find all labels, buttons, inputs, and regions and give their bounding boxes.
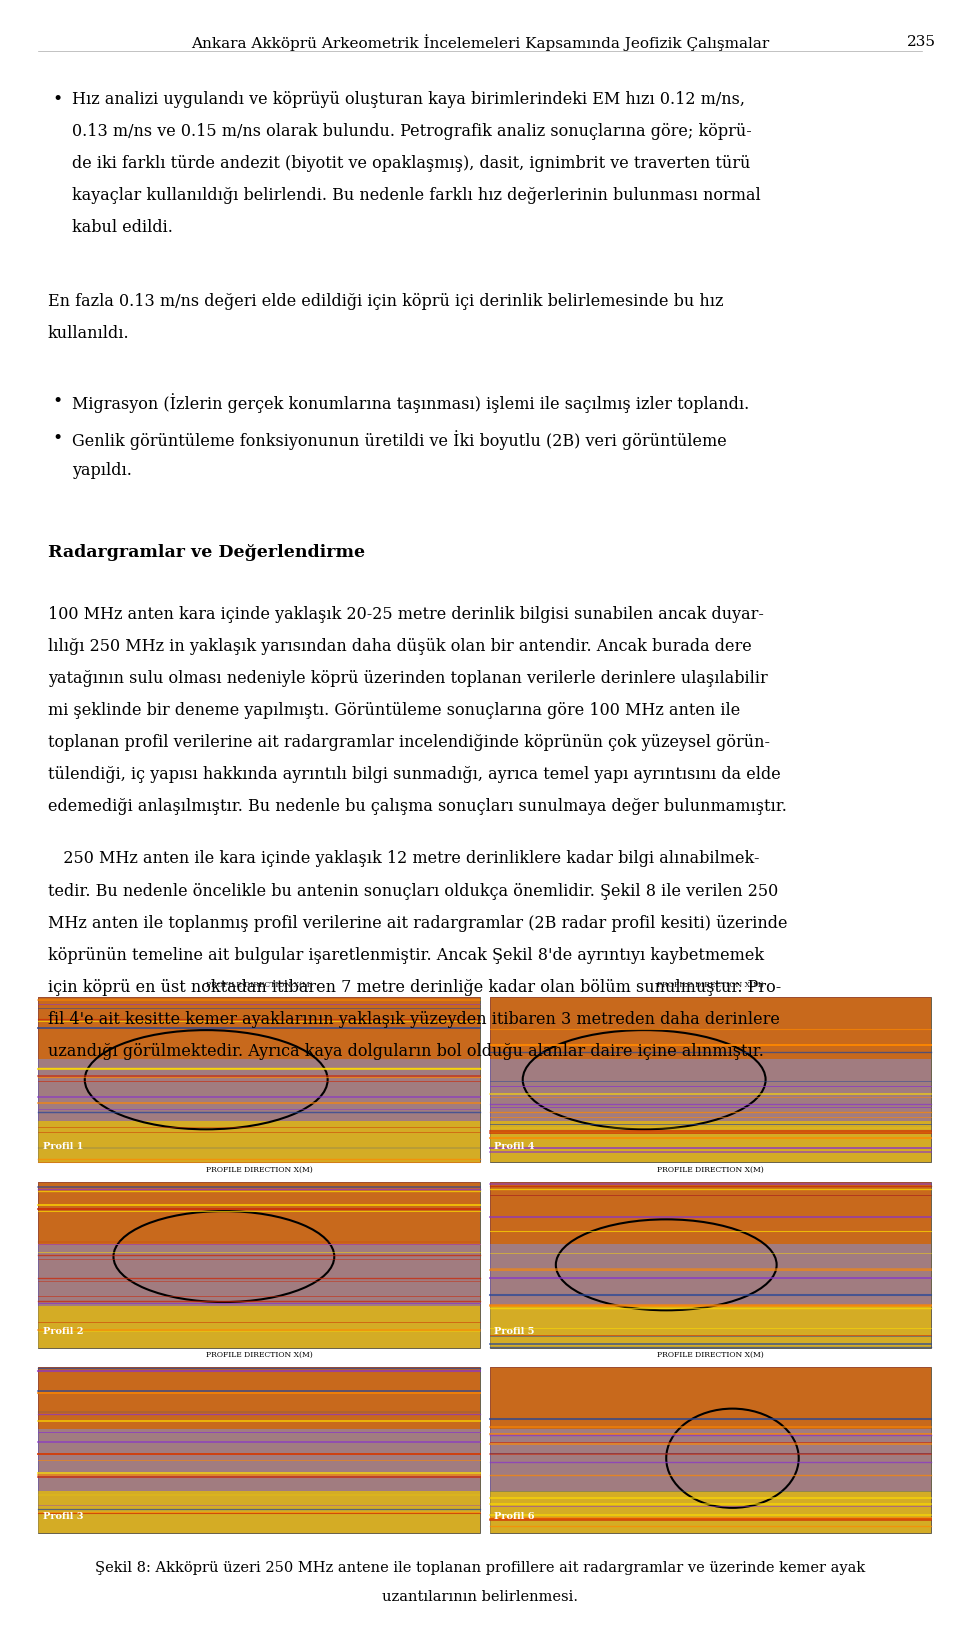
- Text: •: •: [53, 394, 63, 410]
- Bar: [38, 1450, 480, 1470]
- Text: de iki farklı türde andezit (biyotit ve opaklaşmış), dasit, ignimbrit ve travert: de iki farklı türde andezit (biyotit ve …: [72, 155, 751, 171]
- Bar: [490, 1470, 931, 1491]
- Bar: [490, 1368, 931, 1388]
- Bar: [38, 1388, 480, 1409]
- Bar: [490, 1307, 931, 1327]
- Bar: [490, 1429, 931, 1450]
- Bar: [490, 1203, 931, 1223]
- Bar: [38, 997, 480, 1018]
- Bar: [490, 1285, 931, 1307]
- Text: Şekil 8: Akköprü üzeri 250 MHz antene ile toplanan profillere ait radargramlar v: Şekil 8: Akköprü üzeri 250 MHz antene il…: [95, 1561, 865, 1574]
- Text: En fazla 0.13 m/ns değeri elde edildiği için köprü içi derinlik belirlemesinde b: En fazla 0.13 m/ns değeri elde edildiği …: [48, 293, 724, 310]
- Bar: [38, 1223, 480, 1244]
- Text: köprünün temeline ait bulgular işaretlenmiştir. Ancak Şekil 8'de ayrıntıyı kaybe: köprünün temeline ait bulgular işaretlen…: [48, 948, 764, 964]
- Text: Profil 5: Profil 5: [494, 1327, 535, 1337]
- Text: için köprü en üst noktadan itibaren 7 metre derinliğe kadar olan bölüm sunulmuşt: için köprü en üst noktadan itibaren 7 me…: [48, 979, 781, 995]
- Bar: [490, 1060, 931, 1079]
- Text: kabul edildi.: kabul edildi.: [72, 219, 173, 236]
- Text: Migrasyon (İzlerin gerçek konumlarına taşınması) işlemi ile saçılmış izler topla: Migrasyon (İzlerin gerçek konumlarına ta…: [72, 394, 749, 414]
- Bar: [490, 1511, 931, 1533]
- Text: PROFILE DIRECTION X(M): PROFILE DIRECTION X(M): [205, 981, 313, 989]
- Text: toplanan profil verilerine ait radargramlar incelendiğinde köprünün çok yüzeysel: toplanan profil verilerine ait radargram…: [48, 735, 770, 751]
- Text: •: •: [53, 430, 63, 447]
- Text: MHz anten ile toplanmış profil verilerine ait radargramlar (2B radar profil kesi: MHz anten ile toplanmış profil verilerin…: [48, 915, 787, 931]
- Bar: [490, 997, 931, 1162]
- Text: lılığı 250 MHz in yaklaşık yarısından daha düşük olan bir antendir. Ancak burada: lılığı 250 MHz in yaklaşık yarısından da…: [48, 638, 752, 654]
- Text: 250 MHz anten ile kara içinde yaklaşık 12 metre derinliklere kadar bilgi alınabi: 250 MHz anten ile kara içinde yaklaşık 1…: [48, 850, 759, 867]
- Bar: [38, 1470, 480, 1491]
- Text: tedir. Bu nedenle öncelikle bu antenin sonuçları oldukça önemlidir. Şekil 8 ile : tedir. Bu nedenle öncelikle bu antenin s…: [48, 883, 779, 900]
- Text: kullanıldı.: kullanıldı.: [48, 325, 130, 341]
- Bar: [490, 1142, 931, 1162]
- Text: PROFILE DIRECTION X(M): PROFILE DIRECTION X(M): [657, 1165, 764, 1173]
- Bar: [38, 1368, 480, 1533]
- Bar: [38, 1307, 480, 1327]
- Bar: [38, 1511, 480, 1533]
- Text: tülendiği, iç yapısı hakkında ayrıntılı bilgi sunmadığı, ayrıca temel yapı ayrın: tülendiği, iç yapısı hakkında ayrıntılı …: [48, 766, 780, 783]
- Bar: [38, 1409, 480, 1429]
- Text: Genlik görüntüleme fonksiyonunun üretildi ve İki boyutlu (2B) veri görüntüleme: Genlik görüntüleme fonksiyonunun üretild…: [72, 430, 727, 450]
- Text: 0.13 m/ns ve 0.15 m/ns olarak bulundu. Petrografik analiz sonuçlarına göre; köpr: 0.13 m/ns ve 0.15 m/ns olarak bulundu. P…: [72, 124, 752, 140]
- Text: mi şeklinde bir deneme yapılmıştı. Görüntüleme sonuçlarına göre 100 MHz anten il: mi şeklinde bir deneme yapılmıştı. Görün…: [48, 702, 740, 719]
- Bar: [490, 1388, 931, 1409]
- Text: 235: 235: [907, 35, 936, 48]
- Bar: [490, 1266, 931, 1285]
- Bar: [38, 1368, 480, 1388]
- Text: Profil 1: Profil 1: [43, 1142, 84, 1150]
- Bar: [38, 997, 480, 1162]
- Text: uzantılarının belirlenmesi.: uzantılarının belirlenmesi.: [382, 1590, 578, 1604]
- Bar: [490, 1491, 931, 1511]
- Bar: [38, 1266, 480, 1285]
- Text: •: •: [53, 91, 63, 107]
- Bar: [490, 1018, 931, 1038]
- Text: Profil 3: Profil 3: [43, 1513, 84, 1521]
- Bar: [38, 1038, 480, 1060]
- Bar: [38, 1182, 480, 1203]
- Bar: [38, 1327, 480, 1348]
- Text: 100 MHz anten kara içinde yaklaşık 20-25 metre derinlik bilgisi sunabilen ancak : 100 MHz anten kara içinde yaklaşık 20-25…: [48, 606, 764, 623]
- Bar: [38, 1018, 480, 1038]
- Bar: [38, 1182, 480, 1348]
- Bar: [38, 1429, 480, 1450]
- Text: Profil 4: Profil 4: [494, 1142, 535, 1150]
- Bar: [490, 997, 931, 1018]
- Bar: [490, 1182, 931, 1348]
- Bar: [490, 1409, 931, 1429]
- Bar: [38, 1121, 480, 1142]
- Text: Hız analizi uygulandı ve köprüyü oluşturan kaya birimlerindeki EM hızı 0.12 m/ns: Hız analizi uygulandı ve köprüyü oluştur…: [72, 91, 745, 107]
- Text: PROFILE DIRECTION X(M): PROFILE DIRECTION X(M): [657, 1351, 764, 1360]
- Bar: [490, 1121, 931, 1142]
- Bar: [38, 1060, 480, 1079]
- Text: yapıldı.: yapıldı.: [72, 463, 132, 480]
- Bar: [38, 1203, 480, 1223]
- Bar: [490, 1368, 931, 1533]
- Text: Radargramlar ve Değerlendirme: Radargramlar ve Değerlendirme: [48, 544, 365, 560]
- Bar: [38, 1491, 480, 1511]
- Text: PROFILE DIRECTION X(M): PROFILE DIRECTION X(M): [657, 981, 764, 989]
- Bar: [38, 1101, 480, 1121]
- Bar: [38, 1244, 480, 1266]
- Bar: [490, 1244, 931, 1266]
- Text: Profil 6: Profil 6: [494, 1513, 535, 1521]
- Text: edemediği anlaşılmıştır. Bu nedenle bu çalışma sonuçları sunulmaya değer bulunma: edemediği anlaşılmıştır. Bu nedenle bu ç…: [48, 799, 787, 816]
- Text: PROFILE DIRECTION X(M): PROFILE DIRECTION X(M): [205, 1351, 313, 1360]
- Text: yatağının sulu olması nedeniyle köprü üzerinden toplanan verilerle derinlere ula: yatağının sulu olması nedeniyle köprü üz…: [48, 671, 768, 687]
- Text: PROFILE DIRECTION X(M): PROFILE DIRECTION X(M): [205, 1165, 313, 1173]
- Bar: [38, 1079, 480, 1101]
- Bar: [490, 1038, 931, 1060]
- Text: kayaçlar kullanıldığı belirlendi. Bu nedenle farklı hız değerlerinin bulunması n: kayaçlar kullanıldığı belirlendi. Bu ned…: [72, 188, 760, 204]
- Bar: [490, 1450, 931, 1470]
- Bar: [490, 1079, 931, 1101]
- Bar: [490, 1327, 931, 1348]
- Bar: [38, 1142, 480, 1162]
- Bar: [490, 1182, 931, 1203]
- Text: Profil 2: Profil 2: [43, 1327, 84, 1337]
- Bar: [490, 1223, 931, 1244]
- Bar: [490, 1101, 931, 1121]
- Text: fil 4'e ait kesitte kemer ayaklarının yaklaşık yüzeyden itibaren 3 metreden daha: fil 4'e ait kesitte kemer ayaklarının ya…: [48, 1012, 780, 1028]
- Text: uzandığı görülmektedir. Ayrıca kaya dolguların bol olduğu alanlar daire içine al: uzandığı görülmektedir. Ayrıca kaya dolg…: [48, 1043, 764, 1060]
- Text: Ankara Akköprü Arkeometrik İncelemeleri Kapsamında Jeofizik Çalışmalar: Ankara Akköprü Arkeometrik İncelemeleri …: [191, 35, 769, 51]
- Bar: [38, 1285, 480, 1307]
